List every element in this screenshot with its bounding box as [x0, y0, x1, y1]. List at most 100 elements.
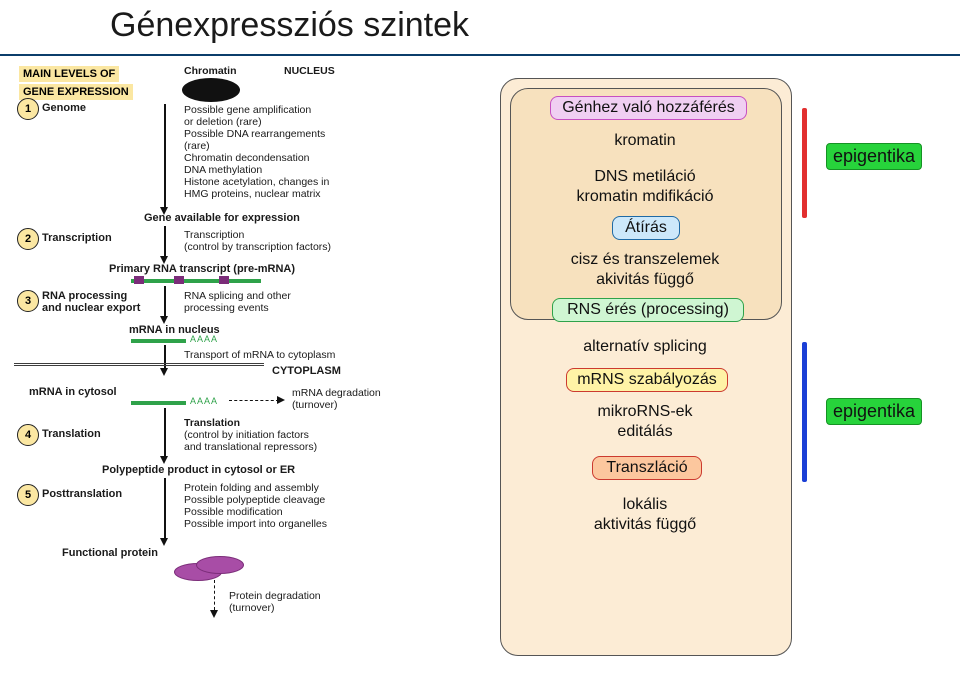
pdeg-dash — [214, 580, 215, 610]
level-3-label: RNA processing and nuclear export — [42, 290, 140, 314]
arrow-5-head — [160, 456, 168, 464]
box1-l5: DNA methylation — [184, 164, 329, 176]
func-prot: Functional protein — [62, 547, 158, 559]
exon-2 — [174, 276, 184, 284]
box-atiras: Átírás — [612, 216, 680, 240]
txt-lok2: aktivitás függő — [500, 516, 790, 534]
cytoplasm-label: CYTOPLASM — [272, 365, 341, 377]
transl-c1: (control by initiation factors — [184, 429, 317, 441]
arrow-6-head — [160, 538, 168, 546]
right-panel: Génhez való hozzáférés kromatin DNS meti… — [500, 78, 940, 658]
txt-cisz: cisz és transzelemek — [500, 251, 790, 269]
degr1: mRNA degradation — [292, 387, 381, 399]
page-title: Génexpressziós szintek — [110, 6, 469, 45]
polyA-nuc: AAAA — [190, 334, 218, 344]
degr2: (turnover) — [292, 399, 381, 411]
post-l2: Possible modification — [184, 506, 327, 518]
nuclear-boundary — [14, 363, 264, 366]
proc-text: RNA splicing and other processing events — [184, 290, 291, 314]
title-rule — [0, 54, 960, 56]
level-2-label: Transcription — [42, 232, 112, 244]
post-l3: Possible import into organelles — [184, 518, 327, 530]
transl-c2: and translational repressors) — [184, 441, 317, 453]
box1-l6: Histone acetylation, changes in — [184, 176, 329, 188]
level-3-num: 3 — [17, 290, 39, 312]
nucleus-label: NUCLEUS — [284, 65, 335, 77]
epi-bar-red — [802, 108, 807, 218]
level-5-num: 5 — [17, 484, 39, 506]
mrna-deg-dashed — [229, 400, 279, 401]
left-header: MAIN LEVELS OF GENE EXPRESSION — [19, 64, 133, 100]
box-gene-access: Génhez való hozzáférés — [550, 96, 747, 120]
box1-l3: (rare) — [184, 140, 329, 152]
txt-lok1: lokális — [500, 496, 790, 514]
proc1: RNA splicing and other — [184, 290, 291, 302]
epi-label-bottom: epigentika — [826, 398, 922, 425]
left-diagram: MAIN LEVELS OF GENE EXPRESSION Chromatin… — [14, 62, 484, 672]
mrna-deg-text: mRNA degradation (turnover) — [292, 387, 381, 411]
arrow-3-line — [164, 286, 166, 316]
level-4-num: 4 — [17, 424, 39, 446]
mrna-nuc-bar — [131, 339, 186, 343]
epi-bar-blue — [802, 342, 807, 482]
arrow-6-line — [164, 478, 166, 538]
box-mrns-szab-text: mRNS szabályozás — [577, 371, 717, 388]
arrow-5-line — [164, 408, 166, 456]
txt-altspl: alternatív splicing — [500, 338, 790, 356]
box-transzl-text: Transzláció — [606, 459, 687, 476]
box-transzl: Transzláció — [592, 456, 702, 480]
box-gene-access-text: Génhez való hozzáférés — [562, 99, 735, 116]
gene-avail: Gene available for expression — [144, 212, 300, 224]
poly-prod: Polypeptide product in cytosol or ER — [102, 464, 295, 476]
pdeg1: Protein degradation — [229, 590, 321, 602]
txt-kromatin: kromatin — [500, 132, 790, 150]
box1-l7: HMG proteins, nuclear matrix — [184, 188, 329, 200]
txt-krommod: kromatin mdifikáció — [500, 188, 790, 206]
box1-l1: or deletion (rare) — [184, 116, 329, 128]
mrna-cyt-label: mRNA in cytosol — [29, 386, 117, 398]
pdeg-text: Protein degradation (turnover) — [229, 590, 321, 614]
trx-text: Transcription (control by transcription … — [184, 229, 331, 253]
transl: Translation — [184, 417, 317, 429]
exon-3 — [219, 276, 229, 284]
transport-text: Transport of mRNA to cytoplasm — [184, 349, 335, 361]
arrow-1-line — [164, 104, 166, 207]
arrow-4-head — [160, 368, 168, 376]
arrow-2-line — [164, 226, 166, 256]
box1-l2: Possible DNA rearrangements — [184, 128, 329, 140]
post-text: Protein folding and assembly Possible po… — [184, 482, 327, 530]
protein-oval-2 — [196, 556, 244, 574]
txt-dnsmet: DNS metiláció — [500, 168, 790, 186]
chromatin-blob — [182, 78, 240, 102]
box1: Possible gene amplification or deletion … — [184, 104, 329, 201]
box-mrns-szab: mRNS szabályozás — [566, 368, 728, 392]
pre-mrna-label: Primary RNA transcript (pre-mRNA) — [109, 263, 295, 275]
epi-label-top: epigentika — [826, 143, 922, 170]
chromatin-label: Chromatin — [184, 65, 237, 77]
proc2: processing events — [184, 302, 291, 314]
txt-mikro2: editálás — [500, 423, 790, 441]
box1-l4: Chromatin decondensation — [184, 152, 329, 164]
trx2: (control by transcription factors) — [184, 241, 331, 253]
box-rns-eres-text: RNS érés (processing) — [567, 301, 729, 318]
pdeg2: (turnover) — [229, 602, 321, 614]
mrna-cyt-bar — [131, 401, 186, 405]
level-1-num: 1 — [17, 98, 39, 120]
post-l0: Protein folding and assembly — [184, 482, 327, 494]
transl-text: Translation (control by initiation facto… — [184, 417, 317, 453]
level-4-label: Translation — [42, 428, 101, 440]
box-rns-eres: RNS érés (processing) — [552, 298, 744, 322]
box1-l0: Possible gene amplification — [184, 104, 329, 116]
txt-akiv: akivitás függő — [500, 271, 790, 289]
trx1: Transcription — [184, 229, 331, 241]
level-2-num: 2 — [17, 228, 39, 250]
box-atiras-text: Átírás — [625, 219, 667, 236]
l3a: RNA processing — [42, 290, 127, 302]
mrna-deg-head — [277, 396, 285, 404]
post-l1: Possible polypeptide cleavage — [184, 494, 327, 506]
pdeg-head — [210, 610, 218, 618]
left-header-line1: MAIN LEVELS OF — [19, 66, 119, 82]
left-header-line2: GENE EXPRESSION — [19, 84, 133, 100]
polyA-cyt: AAAA — [190, 396, 218, 406]
pre-mrna-bar — [131, 279, 261, 283]
